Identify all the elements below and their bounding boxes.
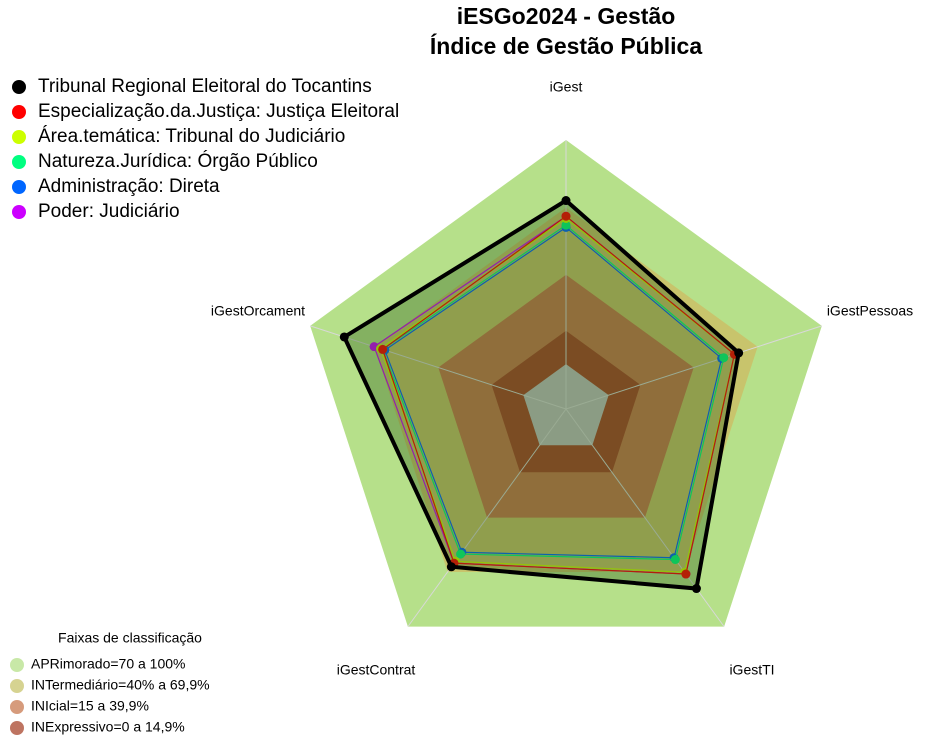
legend-label: Natureza.Jurídica: Órgão Público [38,150,318,172]
band-legend-label: INIcial=15 a 39,9% [31,698,149,714]
series-point [561,196,571,206]
series-line [341,198,741,591]
series-point [446,562,456,572]
chart-title: iESGo2024 - Gestão [457,3,676,29]
series-line [384,226,723,559]
series-point [456,549,466,559]
legend-marker [12,205,26,219]
series-line [381,224,725,561]
legend-marker [12,80,26,94]
series-point [719,353,729,363]
series-point [734,348,744,358]
series-point [339,332,349,342]
axis-spoke [407,408,567,627]
legend-marker [12,130,26,144]
axis-label: iGestOrcament [211,303,305,319]
chart-subtitle: Índice de Gestão Pública [430,32,702,59]
axis-spoke [565,325,822,410]
series-line [381,215,736,575]
series-point [681,569,691,579]
series-point [691,584,701,594]
legend-label: Administração: Direta [38,176,220,197]
band-legend-label: INExpressivo=0 a 14,9% [31,719,185,735]
axis-label: iGest [550,79,583,95]
legend-label: Tribunal Regional Eleitoral do Tocantins [38,76,372,97]
axis-spoke [310,325,567,410]
band-legend-marker [10,721,24,735]
band-legend-marker [10,658,24,672]
bands-title: Faixas de classificação [58,630,202,646]
series-point [561,220,571,230]
axis-label: iGestPessoas [827,303,913,319]
band-legend-marker [10,700,24,714]
legend-label: Área.temática: Tribunal do Judiciário [38,126,345,147]
axis-label: iGestContrat [337,662,416,678]
legend-marker [12,105,26,119]
legend-label: Poder: Judiciário [38,201,180,222]
series-point [561,211,571,221]
band-legend-label: INTermediário=40% a 69,9% [31,677,210,693]
series-point [670,555,680,565]
band-legend-label: APRimorado=70 a 100% [31,656,186,672]
series-point [378,344,388,354]
legend-label: Especialização.da.Justiça: Justiça Eleit… [38,101,399,122]
axis-label: iGestTI [729,662,774,678]
band-legend-marker [10,679,24,693]
legend-marker [12,155,26,169]
legend-marker [12,180,26,194]
